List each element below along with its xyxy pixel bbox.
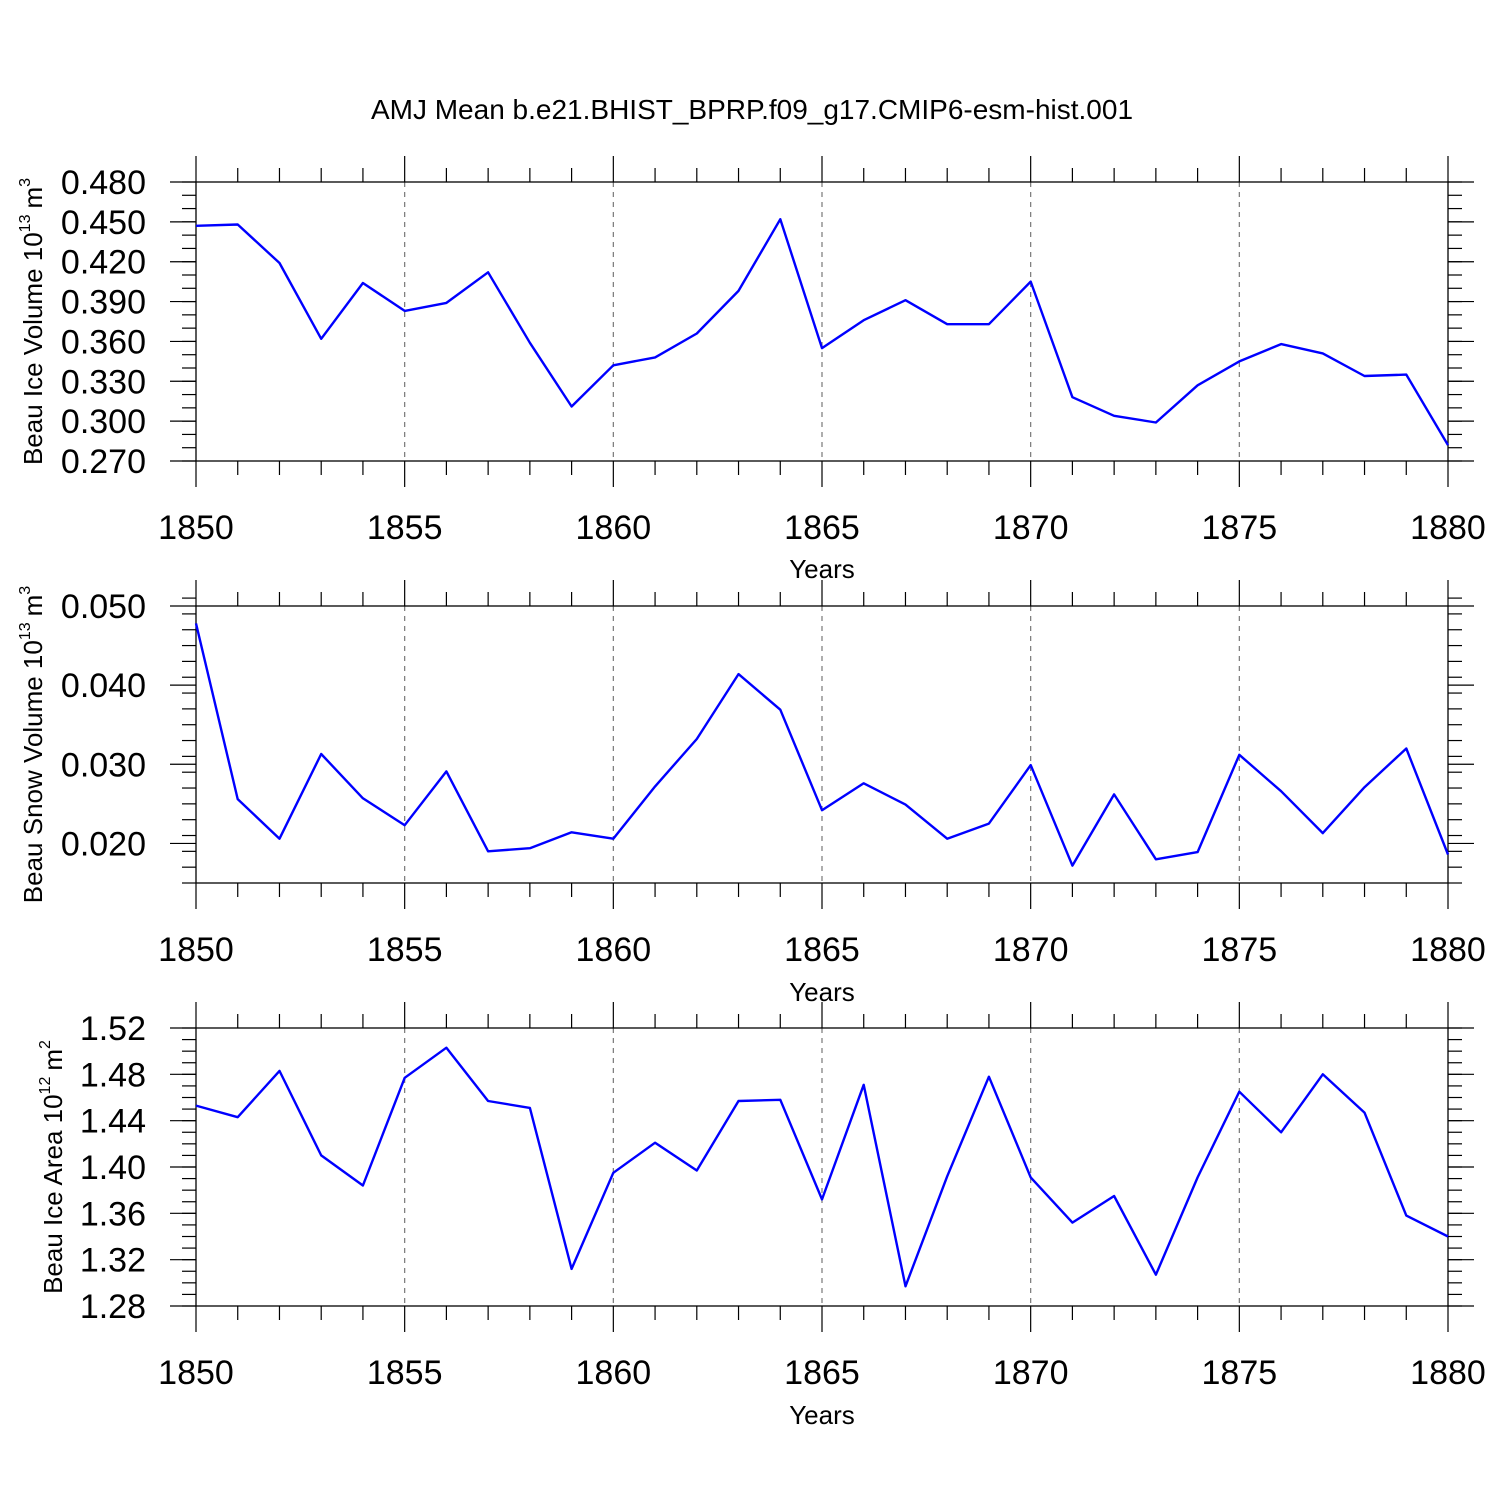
x-axis-label: Years <box>789 1400 855 1430</box>
y-tick-label: 0.050 <box>61 588 146 626</box>
y-tick-label: 1.40 <box>80 1149 146 1187</box>
y-axis-label-unit-exponent: 2 <box>37 1040 54 1049</box>
y-tick-label: 0.330 <box>61 363 146 401</box>
x-tick-label: 1850 <box>158 1354 234 1392</box>
x-tick-label: 1880 <box>1410 1354 1486 1392</box>
y-tick-label: 0.480 <box>61 164 146 202</box>
x-tick-label: 1870 <box>993 509 1069 547</box>
snow-volume-panel: 1850 1855 1860 1865 1870 1875 1880Years0.0200.… <box>17 580 1486 1007</box>
y-axis-label-main: Beau Ice Volume 10 <box>18 232 48 465</box>
series-line <box>195 1046 1449 1288</box>
y-tick-label: 0.300 <box>61 403 146 441</box>
y-tick-label: 1.28 <box>80 1288 146 1326</box>
y-tick-label: 0.360 <box>61 323 146 361</box>
x-tick-label: 1855 <box>367 931 443 969</box>
ice-volume-panel: 1850 1855 1860 1865 1870 1875 1880Years0.2700.… <box>17 156 1486 584</box>
y-tick-label: 0.270 <box>61 443 146 481</box>
y-axis-label-main: Beau Ice Area 10 <box>38 1094 68 1293</box>
y-axis-label-unit: m <box>18 595 48 617</box>
y-axis-label: Beau Ice Volume 1013 m3 <box>17 178 48 465</box>
y-tick-label: 1.48 <box>80 1056 146 1094</box>
x-tick-label: 1875 <box>1202 1354 1278 1392</box>
y-tick-label: 0.390 <box>61 284 146 322</box>
x-tick-label: 1880 <box>1410 509 1486 547</box>
y-tick-label: 1.36 <box>80 1195 146 1233</box>
x-tick-label: 1865 <box>784 1354 860 1392</box>
x-tick-label: 1870 <box>993 931 1069 969</box>
x-tick-label: 1860 <box>576 509 652 547</box>
y-axis-label-exponent: 12 <box>37 1077 54 1095</box>
x-tick-label: 1865 <box>784 509 860 547</box>
x-tick-label: 1850 <box>158 931 234 969</box>
x-tick-label: 1865 <box>784 931 860 969</box>
y-tick-label: 0.420 <box>61 244 146 282</box>
y-axis-label-main: Beau Snow Volume 10 <box>18 640 48 903</box>
y-axis-label-unit-exponent: 3 <box>17 178 34 187</box>
y-axis-label-unit-exponent: 3 <box>17 586 34 595</box>
y-tick-label: 0.040 <box>61 667 146 705</box>
x-tick-label: 1850 <box>158 509 234 547</box>
y-axis-label-exponent: 13 <box>17 622 34 640</box>
y-tick-label: 0.450 <box>61 204 146 242</box>
y-tick-label: 0.020 <box>61 825 146 863</box>
x-tick-label: 1870 <box>993 1354 1069 1392</box>
y-tick-label: 1.52 <box>80 1010 146 1048</box>
x-tick-label: 1855 <box>367 1354 443 1392</box>
y-axis-label-exponent: 13 <box>17 214 34 232</box>
y-tick-label: 0.030 <box>61 746 146 784</box>
figure-title: AMJ Mean b.e21.BHIST_BPRP.f09_g17.CMIP6-… <box>371 94 1133 125</box>
x-tick-label: 1855 <box>367 509 443 547</box>
y-axis-label-unit: m <box>18 187 48 209</box>
y-tick-label: 1.44 <box>80 1103 146 1141</box>
x-tick-label: 1875 <box>1202 509 1278 547</box>
y-axis-label-unit: m <box>38 1049 68 1071</box>
ice-area-panel: 1850 1855 1860 1865 1870 1875 1880 Years 1.28 1.3… <box>37 1002 1486 1430</box>
x-axis-label: Years <box>789 554 855 584</box>
x-tick-label: 1875 <box>1202 931 1278 969</box>
x-tick-label: 1860 <box>576 1354 652 1392</box>
x-tick-label: 1880 <box>1410 931 1486 969</box>
series-line <box>195 217 1450 446</box>
series-line <box>194 623 1450 867</box>
x-tick-label: 1860 <box>576 931 652 969</box>
y-tick-label: 1.32 <box>80 1242 146 1280</box>
y-axis-label: Beau Ice Area 1012 m2 <box>37 1040 68 1294</box>
y-axis-label: Beau Snow Volume 1013 m3 <box>17 586 48 904</box>
